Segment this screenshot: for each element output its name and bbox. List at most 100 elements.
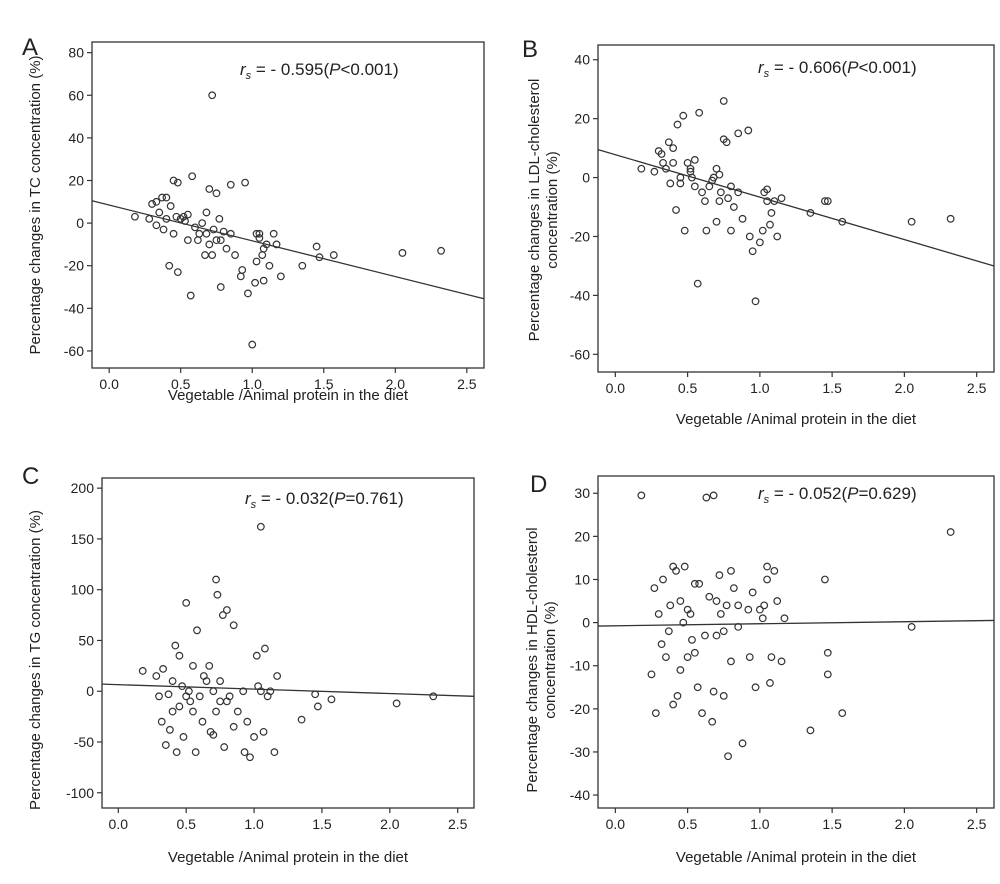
data-point	[690, 648, 699, 657]
y-tick-label: 150	[71, 531, 95, 547]
data-point	[183, 210, 192, 219]
data-point	[437, 246, 445, 255]
y-axis-title-line2: concentration (%)	[542, 601, 559, 719]
y-tick-label: -100	[66, 785, 94, 801]
data-point	[763, 575, 771, 584]
data-point	[212, 236, 221, 245]
data-point	[256, 687, 265, 696]
y-tick-label: 0	[86, 683, 94, 699]
data-point	[680, 562, 689, 571]
data-point	[266, 687, 275, 696]
x-tick-label: 1.5	[314, 376, 334, 392]
data-point	[193, 236, 202, 245]
data-point	[662, 164, 670, 173]
data-point	[201, 251, 209, 259]
data-point	[748, 247, 757, 256]
data-point	[215, 214, 224, 223]
data-point	[823, 648, 832, 657]
data-point	[946, 214, 955, 223]
data-point	[226, 229, 235, 238]
x-tick-label: 2.5	[967, 816, 987, 832]
data-point	[683, 653, 692, 661]
y-tick-label: 80	[68, 45, 84, 61]
data-point	[231, 251, 239, 259]
data-point	[178, 682, 187, 691]
y-tick-label: 40	[68, 130, 84, 146]
data-point	[225, 692, 234, 701]
data-point	[745, 232, 754, 241]
data-point	[216, 697, 225, 706]
data-point	[152, 221, 161, 230]
data-point	[276, 272, 285, 281]
data-point	[766, 220, 774, 229]
data-point	[164, 690, 173, 699]
data-point	[173, 268, 182, 277]
x-tick-label: 1.0	[750, 380, 770, 396]
data-point	[734, 623, 743, 631]
x-tick-label: 0.0	[109, 816, 129, 832]
data-point	[669, 700, 678, 709]
data-point	[698, 188, 706, 197]
data-point	[715, 197, 724, 206]
data-point	[216, 677, 225, 685]
data-point	[744, 126, 753, 135]
data-point	[690, 182, 699, 191]
data-point	[216, 236, 225, 245]
data-point	[659, 575, 667, 584]
x-tick-label: 1.5	[822, 816, 842, 832]
x-tick-label: 0.5	[678, 816, 698, 832]
correlation-annotation: rs = - 0.032(P=0.761)	[245, 489, 404, 511]
data-point	[209, 225, 218, 234]
data-point	[313, 702, 322, 711]
data-point	[166, 202, 175, 210]
data-point	[701, 197, 709, 206]
data-point	[672, 566, 680, 575]
data-point	[243, 717, 252, 726]
data-point	[198, 717, 207, 726]
data-point	[315, 253, 324, 262]
data-point	[738, 214, 747, 223]
data-point	[327, 695, 336, 704]
data-point	[702, 226, 711, 235]
data-point	[767, 653, 776, 661]
x-axis-title: Vegetable /Animal protein in the diet	[676, 849, 917, 866]
data-point	[907, 217, 916, 226]
data-point	[672, 206, 680, 214]
data-point	[686, 164, 695, 173]
data-point	[744, 605, 753, 614]
data-point	[191, 223, 199, 232]
data-point	[212, 189, 221, 198]
plot-frame	[91, 41, 485, 369]
data-point	[763, 185, 771, 194]
data-point	[773, 232, 782, 241]
data-point	[767, 209, 776, 217]
stat-r: r	[240, 60, 247, 79]
x-axis-title: Vegetable /Animal protein in the diet	[676, 411, 917, 428]
y-tick-label: 40	[574, 52, 590, 68]
x-tick-label: 0.5	[176, 816, 196, 832]
x-tick-label: 1.5	[822, 380, 842, 396]
plot-frame	[597, 475, 995, 809]
data-point	[702, 493, 711, 502]
data-point	[251, 278, 259, 287]
data-point	[716, 610, 725, 618]
y-tick-label: 10	[574, 571, 590, 587]
correlation-annotation: rs = - 0.595(P<0.001)	[240, 60, 399, 82]
stat-p: P	[334, 489, 346, 508]
data-point	[183, 236, 192, 245]
x-tick-label: 2.0	[386, 376, 406, 392]
data-point	[780, 614, 789, 623]
data-point	[216, 283, 225, 291]
x-tick-label: 2.0	[895, 380, 915, 396]
data-point	[175, 702, 184, 711]
stat-r: r	[758, 58, 765, 77]
x-tick-label: 0.0	[99, 376, 119, 392]
data-point	[189, 707, 197, 716]
plot-frame	[597, 44, 995, 373]
data-point	[182, 598, 191, 607]
data-point	[751, 297, 760, 306]
data-point	[208, 251, 217, 259]
data-point	[650, 167, 659, 176]
data-point	[184, 687, 193, 696]
data-point	[202, 208, 211, 217]
